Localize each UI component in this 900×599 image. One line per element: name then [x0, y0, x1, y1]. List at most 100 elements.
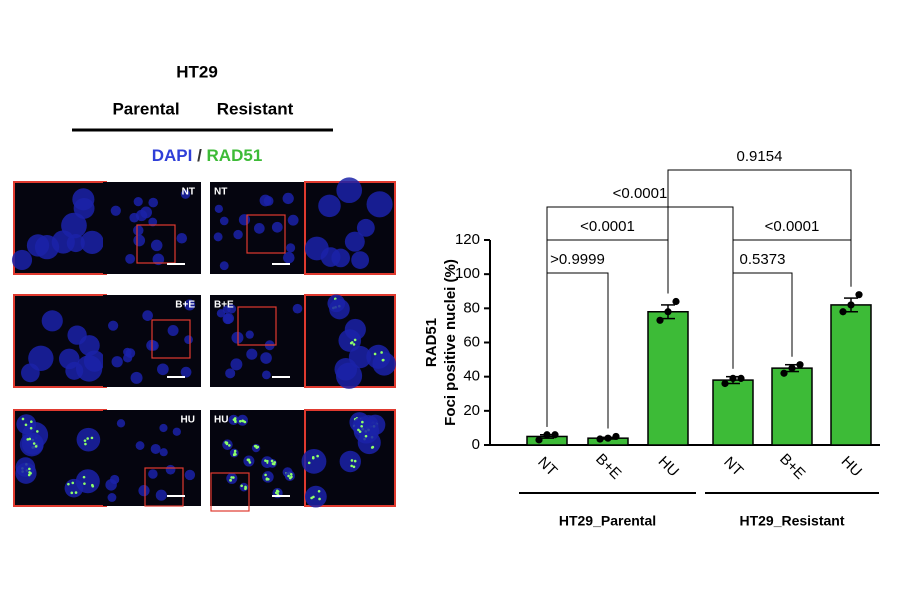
- nucleus: [111, 356, 123, 368]
- nucleus: [336, 177, 363, 204]
- condition-label: B+E: [214, 300, 234, 311]
- p-value: <0.0001: [613, 185, 668, 202]
- data-point: [612, 432, 620, 441]
- nucleus: [351, 251, 370, 269]
- nucleus: [184, 469, 196, 481]
- nucleus: [219, 216, 229, 226]
- foci: [243, 420, 247, 424]
- foci: [84, 442, 87, 446]
- nucleus: [287, 214, 299, 226]
- foci: [70, 491, 74, 495]
- foci: [36, 430, 39, 433]
- micrograph: [210, 410, 306, 506]
- data-point: [664, 308, 672, 316]
- nucleus: [110, 205, 121, 216]
- foci: [71, 481, 75, 485]
- nucleus: [301, 448, 327, 474]
- nucleus: [76, 427, 101, 452]
- p-value: <0.0001: [580, 218, 635, 235]
- data-point: [721, 379, 729, 388]
- foci: [229, 479, 232, 482]
- foci: [360, 424, 363, 428]
- nucleus: [140, 206, 153, 219]
- nucleus: [138, 485, 150, 497]
- zoom-box: [151, 319, 191, 359]
- foci: [83, 439, 87, 442]
- nucleus: [75, 469, 100, 494]
- nucleus: [282, 251, 295, 264]
- stain-legend: DAPI / RAD51: [152, 146, 263, 165]
- nucleus: [227, 304, 237, 314]
- nucleus: [66, 234, 85, 253]
- bar: [647, 311, 689, 446]
- y-tick-label: 100: [455, 265, 480, 282]
- foci: [232, 418, 236, 421]
- nucleus: [110, 474, 120, 485]
- data-point: [737, 374, 745, 382]
- nucleus: [304, 485, 327, 508]
- foci: [361, 420, 364, 424]
- nucleus: [219, 261, 229, 271]
- nucleus: [61, 212, 87, 239]
- data-point: [780, 369, 788, 377]
- nucleus: [344, 231, 365, 252]
- foci: [83, 482, 86, 485]
- comparison-bracket: [546, 206, 734, 427]
- nucleus: [172, 427, 181, 436]
- foci: [29, 426, 33, 430]
- p-value: 0.9154: [737, 148, 783, 165]
- foci: [318, 497, 321, 501]
- y-tick-label: 40: [463, 368, 480, 385]
- nucleus: [246, 348, 258, 360]
- nucleus: [58, 348, 80, 370]
- foci: [82, 475, 86, 479]
- nucleus: [133, 225, 144, 236]
- nucleus: [214, 204, 223, 214]
- p-value: >0.9999: [550, 251, 605, 268]
- bar: [771, 367, 813, 446]
- x-tick-label: NT: [720, 454, 746, 480]
- condition-label: HU: [181, 415, 195, 426]
- nucleus: [11, 249, 33, 271]
- stain-dapi: DAPI: [152, 146, 193, 165]
- micrographs: NT NT B+E B+E HU HU: [11, 177, 396, 512]
- nucleus: [21, 432, 44, 455]
- foci: [265, 477, 269, 480]
- nucleus: [130, 371, 143, 384]
- foci: [256, 445, 260, 449]
- bar: [830, 304, 872, 446]
- foci: [232, 453, 236, 457]
- nucleus: [148, 340, 159, 351]
- data-point: [839, 308, 847, 316]
- foci: [317, 489, 321, 493]
- nucleus: [159, 448, 168, 457]
- nucleus: [286, 243, 296, 253]
- nucleus: [125, 253, 136, 264]
- foci: [74, 491, 78, 494]
- nucleus: [233, 229, 243, 240]
- nucleus: [259, 194, 272, 207]
- nucleus: [135, 441, 145, 450]
- nucleus: [150, 443, 161, 454]
- group-label: HT29_Resistant: [739, 513, 844, 529]
- nucleus: [67, 325, 87, 345]
- nucleus: [334, 357, 358, 381]
- foci: [364, 434, 368, 438]
- foci: [380, 351, 383, 354]
- nucleus: [216, 309, 226, 318]
- y-tick-label: 80: [463, 299, 480, 316]
- condition-label: NT: [214, 187, 227, 198]
- nucleus: [157, 363, 169, 376]
- x-tick-label: HU: [655, 453, 682, 480]
- nucleus: [230, 358, 243, 371]
- foci: [287, 474, 290, 478]
- p-value: 0.5373: [740, 251, 786, 268]
- foci: [238, 420, 242, 423]
- foci: [289, 473, 293, 476]
- foci: [248, 461, 252, 464]
- foci: [253, 444, 257, 448]
- nucleus: [329, 298, 350, 320]
- foci: [28, 467, 31, 471]
- foci: [381, 358, 385, 362]
